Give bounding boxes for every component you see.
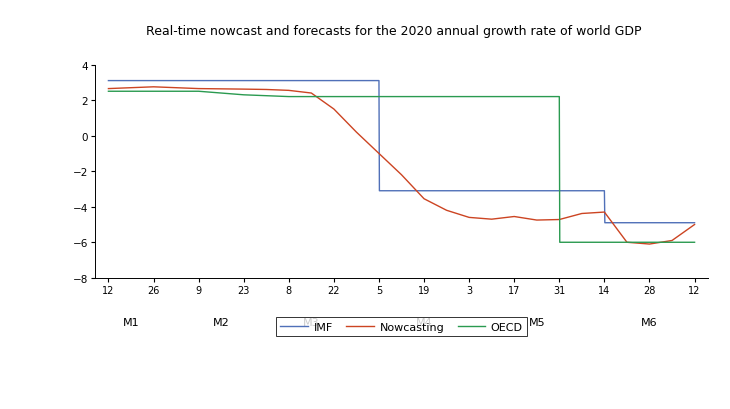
Nowcasting [442,208,451,213]
Nowcasting [645,242,654,247]
Text: Real-time nowcast and forecasts for the 2020 annual growth rate of world GDP: Real-time nowcast and forecasts for the … [146,25,642,38]
Nowcasting [532,218,541,223]
IMF [555,189,564,194]
Nowcasting [329,107,338,112]
OECD [194,90,203,94]
Nowcasting [194,87,203,92]
OECD [239,93,248,98]
IMF [600,189,609,194]
Nowcasting [104,87,113,92]
IMF [329,79,338,84]
IMF [104,79,113,84]
OECD [465,95,474,100]
Nowcasting [149,85,158,90]
IMF [285,79,293,84]
IMF [465,189,474,194]
Text: M4: M4 [415,317,432,327]
Nowcasting [690,222,699,227]
OECD [556,240,564,245]
Line: Nowcasting: Nowcasting [109,88,694,245]
IMF [645,221,654,226]
OECD [149,90,158,94]
Nowcasting [623,240,631,245]
IMF [149,79,158,84]
Nowcasting [352,130,361,135]
IMF [420,189,429,194]
Nowcasting [600,210,609,215]
OECD [690,240,699,245]
Nowcasting [577,211,586,216]
Line: OECD: OECD [109,92,694,243]
OECD [329,95,338,100]
Nowcasting [374,152,383,157]
Nowcasting [307,91,315,96]
OECD [374,95,383,100]
Text: M5: M5 [529,317,545,327]
OECD [555,95,564,100]
IMF [510,189,518,194]
IMF [374,79,383,84]
IMF [375,189,384,194]
Nowcasting [420,197,429,202]
IMF [601,221,610,226]
OECD [600,240,609,245]
Nowcasting [239,88,248,92]
Nowcasting [397,173,406,178]
Nowcasting [510,214,518,219]
OECD [104,90,113,94]
OECD [420,95,429,100]
OECD [285,95,293,100]
Text: M3: M3 [303,317,320,327]
Text: M1: M1 [123,317,139,327]
Text: M6: M6 [641,317,658,327]
Nowcasting [465,216,474,220]
OECD [645,240,654,245]
Nowcasting [555,218,564,222]
Nowcasting [488,217,496,222]
Nowcasting [668,238,677,243]
IMF [194,79,203,84]
Legend: IMF, Nowcasting, OECD: IMF, Nowcasting, OECD [276,317,527,336]
Line: IMF: IMF [109,81,694,223]
Nowcasting [262,88,271,93]
Nowcasting [285,89,293,94]
Text: M2: M2 [212,317,229,327]
IMF [690,221,699,226]
OECD [510,95,518,100]
IMF [239,79,248,84]
